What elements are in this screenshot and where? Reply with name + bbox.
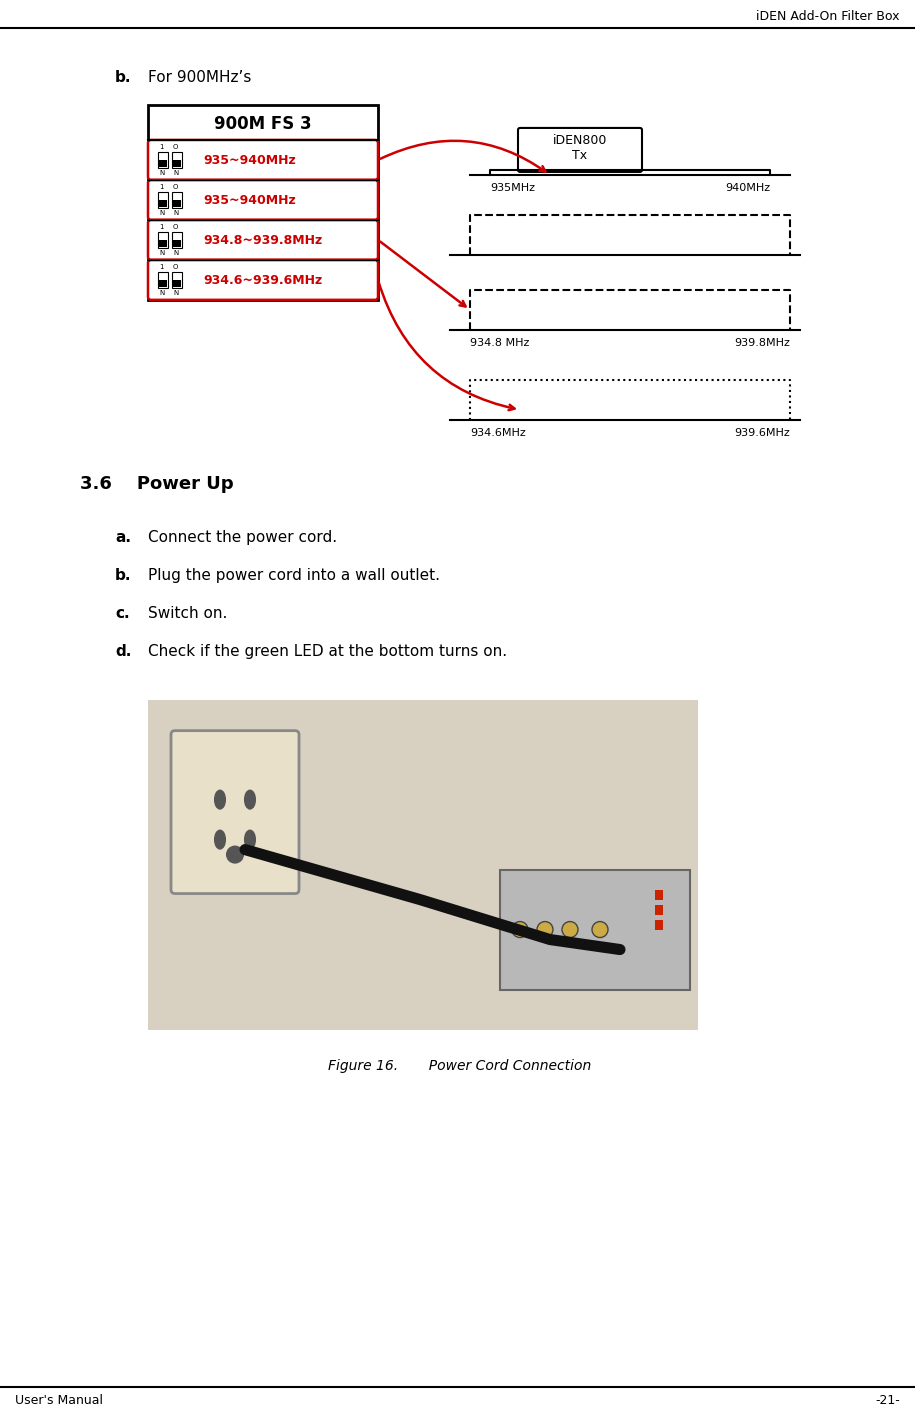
- Text: N: N: [159, 210, 165, 216]
- Text: For 900MHz’s: For 900MHz’s: [148, 71, 252, 85]
- Text: 1: 1: [159, 144, 164, 150]
- Text: Connect the power cord.: Connect the power cord.: [148, 529, 337, 545]
- Text: 934.6MHz: 934.6MHz: [470, 428, 526, 437]
- Text: N: N: [173, 289, 178, 296]
- Bar: [158, 192, 168, 207]
- FancyBboxPatch shape: [518, 128, 642, 172]
- Text: N: N: [173, 210, 178, 216]
- Text: c.: c.: [115, 605, 130, 621]
- Circle shape: [512, 921, 528, 937]
- Text: 934.8~939.8MHz: 934.8~939.8MHz: [203, 234, 322, 247]
- Bar: [172, 272, 182, 288]
- Text: Switch on.: Switch on.: [148, 605, 227, 621]
- FancyBboxPatch shape: [148, 140, 378, 181]
- Circle shape: [537, 921, 553, 937]
- Circle shape: [227, 847, 243, 862]
- Ellipse shape: [215, 790, 225, 809]
- Text: iDEN Add-On Filter Box: iDEN Add-On Filter Box: [757, 10, 900, 23]
- Text: 900M FS 3: 900M FS 3: [214, 116, 312, 134]
- FancyBboxPatch shape: [148, 181, 378, 220]
- Circle shape: [562, 921, 578, 937]
- Bar: [172, 152, 182, 168]
- Bar: [655, 904, 663, 914]
- Text: O: O: [173, 183, 178, 190]
- Bar: [159, 200, 167, 207]
- Text: a.: a.: [115, 529, 131, 545]
- Ellipse shape: [215, 831, 225, 848]
- FancyBboxPatch shape: [148, 220, 378, 260]
- Bar: [172, 192, 182, 207]
- Text: 939.6MHz: 939.6MHz: [734, 428, 790, 437]
- Text: N: N: [159, 169, 165, 176]
- Text: 939.8MHz: 939.8MHz: [734, 337, 790, 349]
- Text: 934.6~939.6MHz: 934.6~939.6MHz: [203, 274, 322, 288]
- Text: 940MHz: 940MHz: [725, 183, 770, 193]
- Bar: [655, 920, 663, 930]
- Bar: [500, 869, 690, 989]
- Text: N: N: [159, 289, 165, 296]
- Text: User's Manual: User's Manual: [15, 1394, 103, 1407]
- Bar: [655, 889, 663, 900]
- Text: b.: b.: [115, 567, 132, 583]
- FancyBboxPatch shape: [171, 731, 299, 893]
- Text: 935MHz: 935MHz: [490, 183, 535, 193]
- Bar: [173, 200, 181, 207]
- Circle shape: [592, 921, 608, 937]
- Text: -21-: -21-: [876, 1394, 900, 1407]
- Text: b.: b.: [115, 71, 132, 85]
- Text: 3.6    Power Up: 3.6 Power Up: [80, 474, 233, 492]
- Bar: [158, 152, 168, 168]
- Bar: [148, 104, 378, 301]
- Ellipse shape: [245, 790, 255, 809]
- Text: 934.8 MHz: 934.8 MHz: [470, 337, 530, 349]
- Text: Figure 16.       Power Cord Connection: Figure 16. Power Cord Connection: [328, 1060, 592, 1074]
- Text: N: N: [159, 250, 165, 255]
- Ellipse shape: [245, 831, 255, 848]
- Text: O: O: [173, 224, 178, 230]
- Bar: [159, 159, 167, 166]
- Text: 935~940MHz: 935~940MHz: [203, 195, 296, 207]
- Bar: [173, 279, 181, 286]
- Bar: [158, 272, 168, 288]
- Text: d.: d.: [115, 643, 132, 659]
- Text: Check if the green LED at the bottom turns on.: Check if the green LED at the bottom tur…: [148, 643, 507, 659]
- Text: Plug the power cord into a wall outlet.: Plug the power cord into a wall outlet.: [148, 567, 440, 583]
- Text: 1: 1: [159, 183, 164, 190]
- Bar: [159, 240, 167, 247]
- FancyBboxPatch shape: [148, 260, 378, 301]
- Text: N: N: [173, 169, 178, 176]
- Bar: [172, 231, 182, 248]
- Bar: [148, 700, 698, 1030]
- Text: N: N: [173, 250, 178, 255]
- Bar: [173, 240, 181, 247]
- Text: 1: 1: [159, 224, 164, 230]
- Bar: [159, 279, 167, 286]
- Bar: [173, 159, 181, 166]
- Bar: [158, 231, 168, 248]
- Text: iDEN800
Tx: iDEN800 Tx: [553, 134, 608, 162]
- Text: O: O: [173, 264, 178, 270]
- Text: 935~940MHz: 935~940MHz: [203, 154, 296, 168]
- Text: 1: 1: [159, 264, 164, 270]
- Text: O: O: [173, 144, 178, 150]
